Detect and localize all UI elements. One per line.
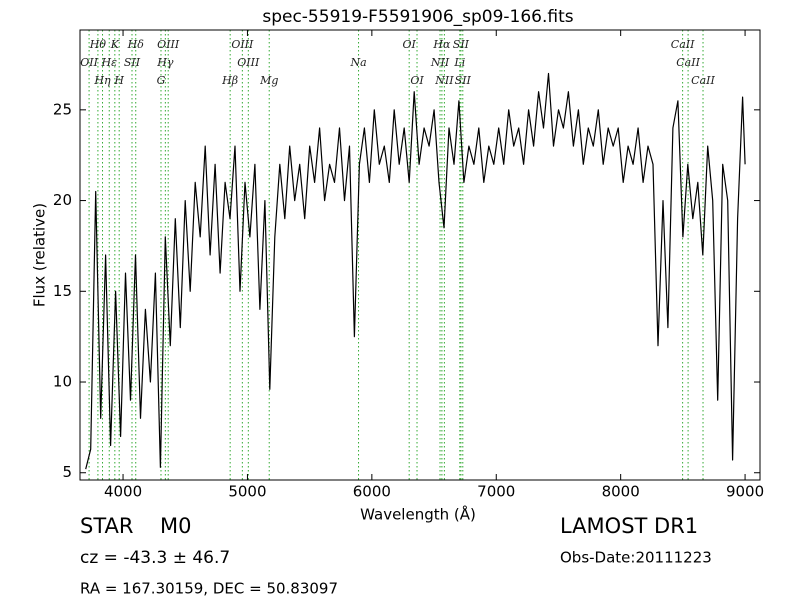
- spectral-line-label: Li: [453, 56, 465, 69]
- coordinates: RA = 167.30159, DEC = 50.83097: [80, 580, 338, 598]
- plot-frame: [79, 29, 761, 481]
- spectral-line-label: SII: [453, 38, 470, 51]
- y-tick-label: 5: [62, 463, 72, 481]
- y-tick-label: 25: [53, 100, 72, 118]
- spectral-line-label: CaII: [676, 56, 700, 69]
- spectral-line-label: H: [113, 74, 124, 87]
- spectral-line-label: CaII: [691, 74, 715, 87]
- spectral-line-label: OI: [402, 38, 416, 51]
- spectral-line-label: OII: [80, 56, 98, 69]
- subclass: M0: [160, 514, 191, 538]
- survey: LAMOST DR1: [560, 514, 698, 538]
- spectral-line-label: Hδ: [127, 38, 145, 51]
- chart-title: spec-55919-F5591906_sp09-166.fits: [262, 7, 573, 27]
- spectral-line-label: G: [157, 74, 166, 87]
- y-tick-label: 10: [53, 373, 72, 391]
- y-tick-label: 15: [53, 282, 72, 300]
- spectral-line-label: Na: [349, 56, 366, 69]
- spectral-line-label: CaII: [671, 38, 695, 51]
- x-tick-label: 5000: [228, 483, 266, 501]
- spectral-line-label: NII: [434, 74, 454, 87]
- spectral-line-label: Hθ: [89, 38, 107, 51]
- spectral-line-label: SII: [455, 74, 472, 87]
- spectral-line-label: Hα: [432, 38, 451, 51]
- spectrum-line: [85, 72, 746, 470]
- plot-area: [85, 30, 746, 480]
- x-tick-label: 9000: [726, 483, 764, 501]
- spectral-line-label: Mg: [259, 74, 278, 87]
- redshift: cz = -43.3 ± 46.7: [80, 548, 230, 568]
- x-tick-label: 7000: [477, 483, 515, 501]
- spectral-line-label: OIII: [237, 56, 260, 69]
- obs-date: Obs-Date:20111223: [560, 549, 712, 567]
- x-axis-label: Wavelength (Å): [360, 505, 476, 524]
- x-tick-label: 8000: [602, 483, 640, 501]
- spectral-line-label: SII: [124, 56, 141, 69]
- spectral-line-label: OI: [410, 74, 424, 87]
- y-axis-label: Flux (relative): [31, 203, 49, 307]
- x-tick-label: 4000: [104, 483, 142, 501]
- spectral-line-label: NII: [430, 56, 450, 69]
- spectral-line-label: Hε: [100, 56, 117, 69]
- spectral-line-label: Hβ: [221, 74, 238, 87]
- spectral-line-label: Hγ: [156, 56, 174, 69]
- spectral-line-label: OIII: [231, 38, 254, 51]
- x-tick-label: 6000: [353, 483, 391, 501]
- object-class: STAR: [80, 514, 133, 538]
- spectral-line-label: K: [110, 38, 120, 51]
- y-tick-label: 20: [53, 191, 72, 209]
- spectral-line-label: OIII: [157, 38, 180, 51]
- spectral-line-label: Hη: [93, 74, 111, 87]
